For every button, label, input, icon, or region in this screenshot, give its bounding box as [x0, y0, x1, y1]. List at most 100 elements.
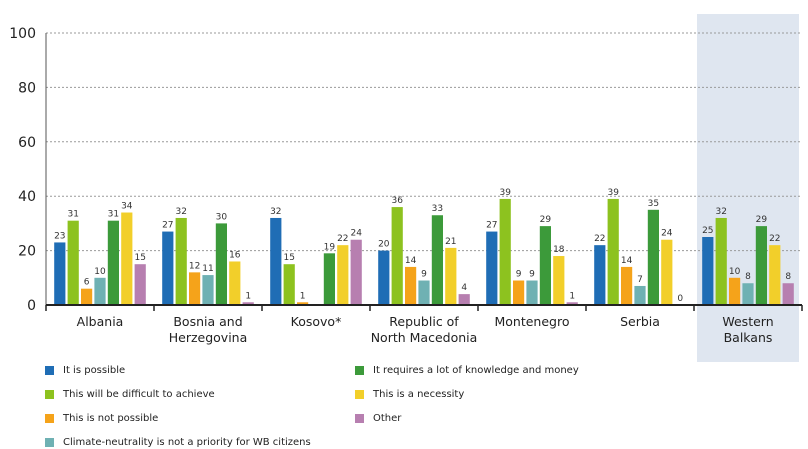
bar: [647, 209, 659, 305]
data-label: 14: [621, 256, 633, 266]
bar: [162, 231, 174, 305]
bar: [755, 226, 767, 305]
data-label: 33: [432, 204, 443, 214]
bar: [539, 226, 551, 305]
bar: [729, 277, 741, 305]
data-label: 29: [756, 215, 768, 225]
bar: [323, 253, 335, 305]
bar: [607, 198, 619, 305]
bar: [81, 288, 93, 305]
legend-item: This will be difficult to achieve: [45, 387, 215, 401]
bar: [702, 237, 714, 305]
bar: [134, 264, 146, 305]
legend-swatch: [355, 389, 364, 399]
data-label: 24: [661, 229, 673, 239]
data-label: 12: [189, 261, 200, 271]
data-label: 9: [529, 270, 535, 280]
bar: [229, 261, 241, 305]
data-label: 31: [67, 210, 78, 220]
highlight-band: [697, 14, 799, 362]
data-label: 22: [594, 234, 605, 244]
bar: [566, 302, 578, 305]
data-label: 35: [648, 199, 659, 209]
bar: [418, 280, 430, 305]
bar: [621, 266, 633, 305]
legend-item: It is possible: [45, 363, 125, 377]
data-label: 21: [445, 237, 456, 247]
y-tick-label: 60: [18, 135, 36, 151]
bar: [337, 245, 349, 305]
data-label: 1: [245, 291, 251, 301]
bar: [270, 217, 282, 305]
bar: [54, 242, 66, 305]
legend-label: It requires a lot of knowledge and money: [373, 364, 579, 376]
data-label: 15: [134, 253, 145, 263]
data-label: 24: [350, 229, 362, 239]
bar: [431, 215, 443, 305]
bar: [458, 294, 470, 305]
legend-item: It requires a lot of knowledge and money: [355, 363, 579, 377]
data-label: 30: [216, 212, 228, 222]
category-label: Kosovo*: [291, 314, 342, 329]
legend-item: Other: [355, 411, 401, 425]
data-label: 7: [637, 275, 643, 285]
legend-label: Other: [373, 412, 402, 424]
y-tick-label: 80: [18, 80, 36, 96]
bar: [242, 302, 254, 305]
category-label: Western Balkans: [722, 314, 773, 345]
bar: [391, 207, 403, 305]
data-label: 34: [121, 202, 133, 212]
category-label: Montenegro: [494, 314, 569, 329]
data-label: 0: [677, 294, 683, 304]
bar: [94, 277, 106, 305]
data-label: 39: [607, 188, 619, 198]
data-label: 1: [300, 291, 306, 301]
legend-swatch: [45, 437, 54, 447]
bar: [526, 280, 538, 305]
data-label: 8: [745, 272, 751, 282]
data-label: 32: [715, 207, 726, 217]
data-label: 23: [54, 231, 65, 241]
y-tick-label: 20: [18, 244, 36, 260]
legend-swatch: [45, 389, 54, 399]
legend-swatch: [355, 365, 364, 375]
data-label: 36: [391, 196, 403, 206]
category-label: Bosnia and Herzegovina: [169, 314, 248, 345]
bar: [715, 217, 727, 305]
data-label: 1: [569, 291, 575, 301]
bar: [513, 280, 525, 305]
legend-item: Climate-neutrality is not a priority for…: [45, 435, 311, 449]
data-label: 15: [283, 253, 294, 263]
data-label: 27: [486, 221, 497, 231]
legend-label: It is possible: [63, 364, 126, 376]
y-tick-label: 100: [9, 26, 36, 42]
data-label: 32: [270, 207, 281, 217]
bar: [769, 245, 781, 305]
data-label: 9: [421, 270, 427, 280]
bar: [661, 239, 673, 305]
legend-label: This is not possible: [63, 412, 159, 424]
data-label: 14: [405, 256, 417, 266]
bar: [486, 231, 498, 305]
bar: [350, 239, 362, 305]
data-label: 39: [499, 188, 511, 198]
legend-label: This will be difficult to achieve: [63, 388, 215, 400]
bar: [742, 283, 754, 305]
bar: [297, 302, 309, 305]
category-label: Serbia: [620, 314, 660, 329]
legend: It is possible This will be difficult to …: [45, 363, 765, 449]
data-label: 16: [229, 250, 241, 260]
data-label: 4: [461, 283, 467, 293]
legend-label: Climate-neutrality is not a priority for…: [63, 436, 311, 448]
data-label: 29: [540, 215, 552, 225]
category-label: Republic of North Macedonia: [371, 314, 478, 345]
bar: [67, 220, 79, 305]
bar: [782, 283, 794, 305]
legend-label: This is a necessity: [373, 388, 465, 400]
y-tick-label: 0: [27, 298, 36, 314]
data-label: 10: [94, 267, 106, 277]
bar: [634, 285, 646, 305]
data-label: 27: [162, 221, 173, 231]
data-label: 9: [516, 270, 522, 280]
